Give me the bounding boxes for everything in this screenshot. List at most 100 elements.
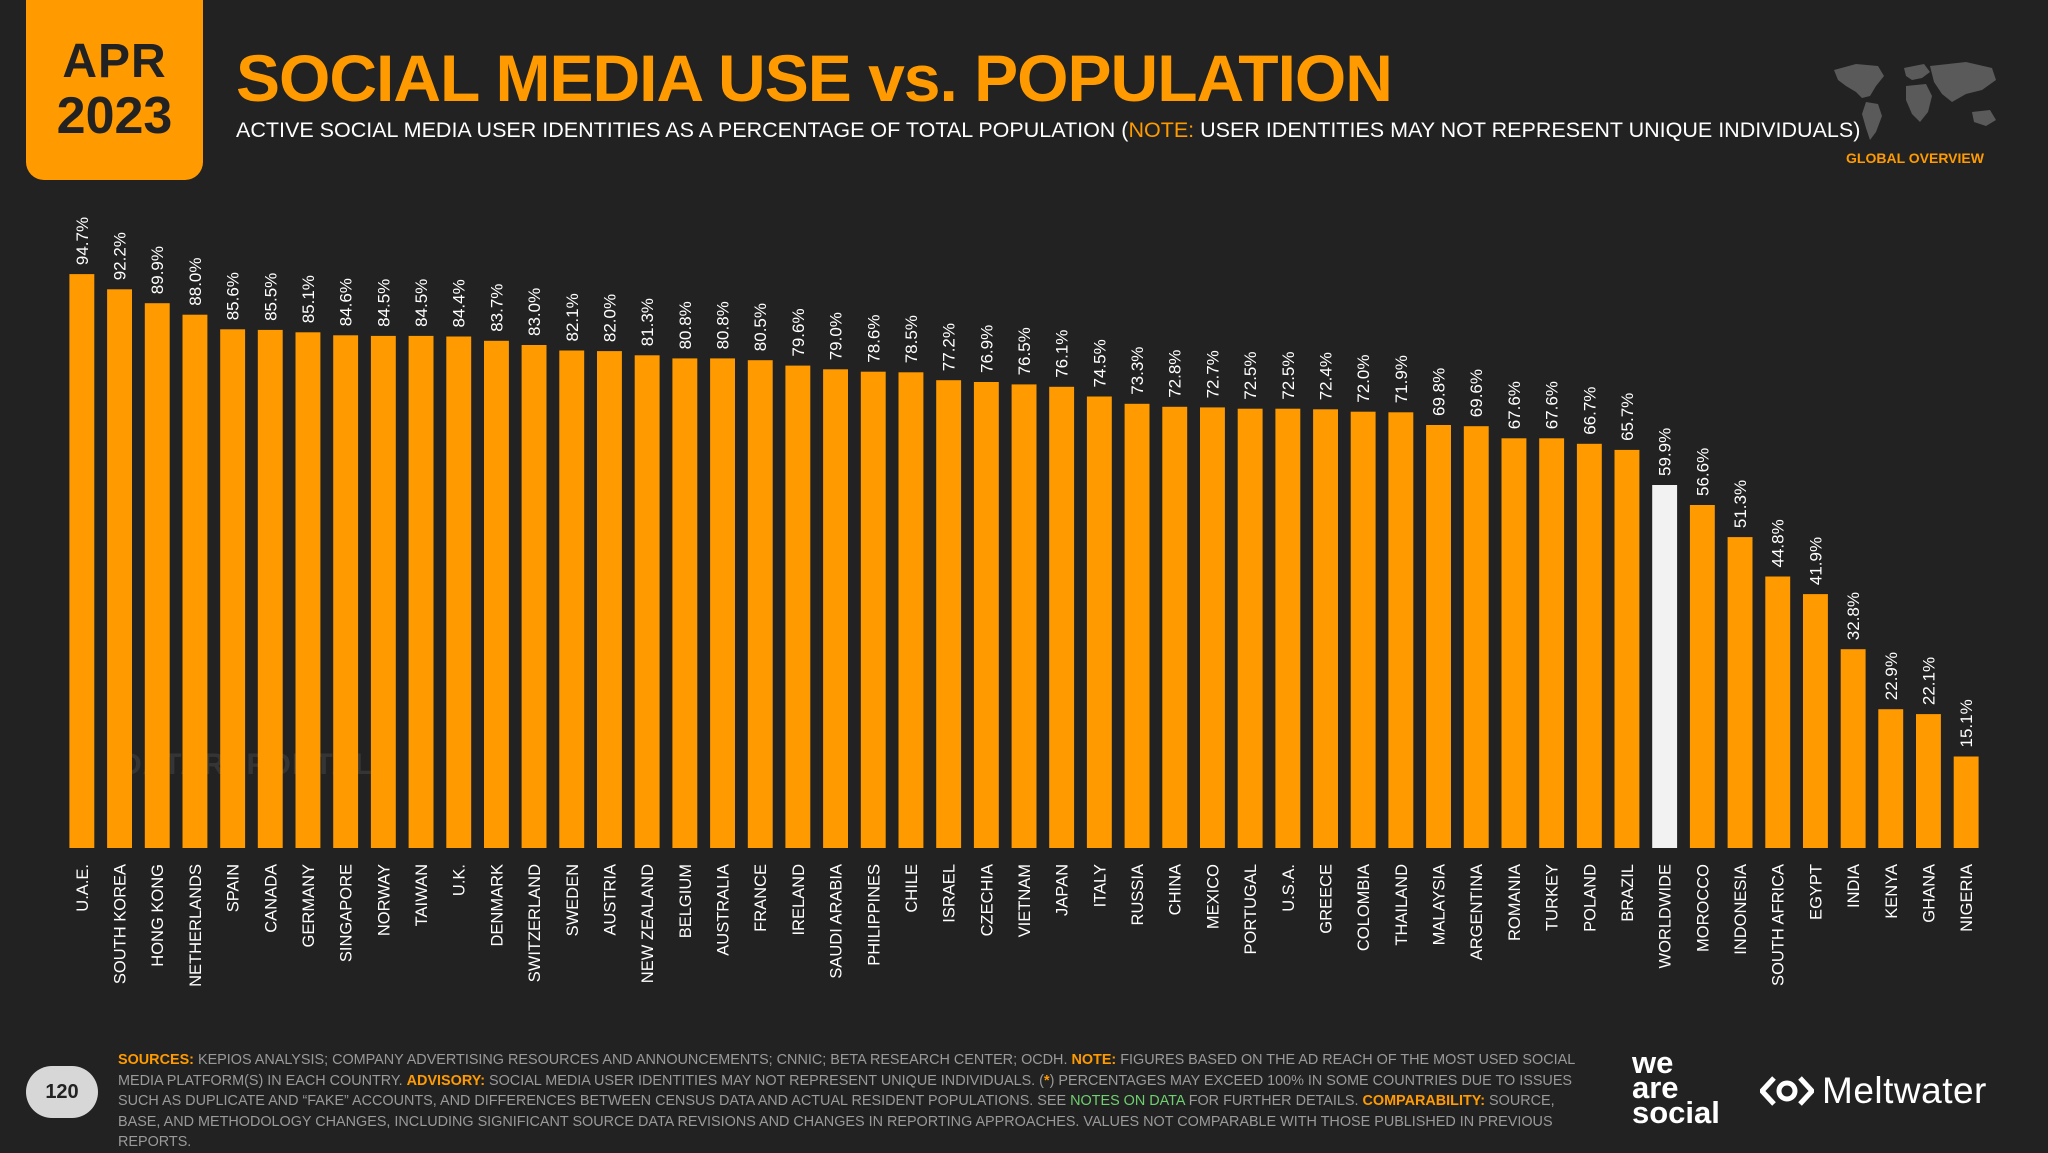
bar-czechia [973, 382, 999, 848]
value-label: 77.2% [940, 323, 959, 371]
value-label: 84.4% [450, 279, 469, 327]
category-label: SINGAPORE [338, 864, 356, 962]
category-label: HONG KONG [149, 864, 167, 967]
bar-norway [370, 335, 396, 848]
subtitle-note-label: NOTE: [1128, 118, 1195, 142]
bar-sweden [559, 350, 585, 848]
bar-hong-kong [144, 303, 170, 848]
category-label: INDIA [1845, 864, 1863, 908]
category-label: ITALY [1091, 864, 1109, 907]
value-label: 76.9% [977, 325, 996, 373]
bar-u-k [446, 336, 472, 848]
bar-spain [220, 329, 246, 848]
value-label: 72.8% [1166, 350, 1185, 398]
subtitle-text-post: USER IDENTITIES MAY NOT REPRESENT UNIQUE… [1194, 118, 1861, 142]
date-month: APR [62, 35, 167, 88]
bar-chile [898, 372, 924, 848]
category-label: CHILE [903, 864, 921, 913]
category-label: U.A.E. [74, 864, 92, 912]
bar-colombia [1350, 411, 1376, 848]
value-label: 76.5% [1015, 327, 1034, 375]
notes-on-data-link[interactable]: NOTES ON DATA [1070, 1093, 1185, 1109]
value-label: 44.8% [1769, 519, 1788, 567]
note-text: FIGURES BASED ON THE AD REACH OF THE MOS… [118, 1052, 1575, 1089]
bar-kenya [1878, 709, 1904, 848]
bar-philippines [860, 371, 886, 848]
value-label: 65.7% [1618, 393, 1637, 441]
bar-germany [295, 332, 321, 848]
value-label: 78.5% [902, 315, 921, 363]
category-label: TURKEY [1544, 864, 1562, 931]
value-label: 22.1% [1920, 657, 1939, 705]
value-label: 88.0% [186, 257, 205, 305]
category-label: DENMARK [488, 864, 506, 947]
category-label: NORWAY [375, 864, 393, 936]
bar-egypt [1803, 594, 1828, 848]
bar-australia [710, 358, 735, 848]
category-label: RUSSIA [1129, 864, 1147, 925]
category-label: SOUTH KOREA [112, 864, 130, 984]
value-label: 72.7% [1203, 350, 1222, 398]
bar-france [747, 360, 773, 848]
value-label: 81.3% [638, 298, 657, 346]
value-label: 79.0% [827, 312, 846, 360]
bar-india [1840, 649, 1866, 848]
category-label: GHANA [1921, 864, 1939, 923]
bar-south-africa [1765, 576, 1791, 848]
bar-malaysia [1426, 425, 1451, 848]
category-label: MALAYSIA [1431, 864, 1449, 945]
bar-singapore [333, 335, 359, 848]
sources-footnote: SOURCES: KEPIOS ANALYSIS; COMPANY ADVERT… [118, 1050, 1588, 1153]
page-title: SOCIAL MEDIA USE vs. POPULATION [236, 41, 1393, 115]
meltwater-logo: Meltwater [1760, 1070, 1987, 1112]
category-label: ISRAEL [941, 864, 959, 923]
category-label: BRAZIL [1619, 864, 1637, 922]
bar-japan [1049, 386, 1075, 848]
bar-israel [936, 380, 962, 848]
bar-italy [1086, 396, 1112, 848]
value-label: 66.7% [1580, 387, 1599, 435]
value-label: 78.6% [864, 314, 883, 362]
bar-mexico [1200, 407, 1225, 848]
sources-text: KEPIOS ANALYSIS; COMPANY ADVERTISING RES… [193, 1052, 1072, 1068]
value-label: 85.6% [224, 272, 243, 320]
value-label: 67.6% [1505, 381, 1524, 429]
category-label: U.S.A. [1280, 864, 1298, 912]
bar-greece [1313, 409, 1338, 848]
bar-chart: 94.7% U.A.E. 92.2% SOUTH KOREA 89.9% HONG KON… [69, 217, 1979, 987]
date-badge: APR 2023 [26, 0, 203, 180]
value-label: 56.6% [1693, 448, 1712, 496]
bar-new-zealand [634, 355, 660, 848]
value-label: 72.5% [1241, 351, 1260, 399]
category-label: WORLDWIDE [1657, 864, 1675, 969]
value-label: 79.6% [789, 308, 808, 356]
bar-russia [1124, 403, 1150, 848]
value-label: 82.1% [563, 293, 582, 341]
bar-thailand [1388, 412, 1414, 848]
value-label: 51.3% [1731, 480, 1750, 528]
category-label: SAUDI ARABIA [828, 864, 846, 979]
bar-china [1162, 406, 1188, 848]
value-label: 84.5% [412, 279, 431, 327]
category-label: JAPAN [1054, 864, 1072, 916]
bar-switzerland [521, 345, 547, 848]
bar-austria [597, 351, 622, 848]
category-label: MOROCCO [1694, 864, 1712, 952]
subtitle-text-pre: ACTIVE SOCIAL MEDIA USER IDENTITIES AS A… [236, 118, 1129, 142]
value-label: 80.8% [714, 301, 733, 349]
value-label: 85.1% [299, 275, 318, 323]
world-map-icon [1834, 62, 1996, 140]
comparability-label: COMPARABILITY: [1362, 1093, 1486, 1109]
category-label: ARGENTINA [1468, 864, 1486, 960]
value-label: 74.5% [1090, 339, 1109, 387]
bar-indonesia [1727, 537, 1753, 848]
page-number: 120 [26, 1066, 98, 1118]
category-label: SOUTH AFRICA [1770, 864, 1788, 986]
bar-u-a-e [69, 274, 95, 849]
category-label: ROMANIA [1506, 864, 1524, 941]
category-label: GREECE [1318, 864, 1336, 934]
bar-nigeria [1953, 756, 1979, 848]
value-label: 89.9% [148, 246, 167, 294]
advisory-text-2: ) PERCENTAGES MAY EXCEED 100% IN SOME CO… [118, 1072, 1573, 1110]
value-label: 15.1% [1957, 699, 1976, 747]
